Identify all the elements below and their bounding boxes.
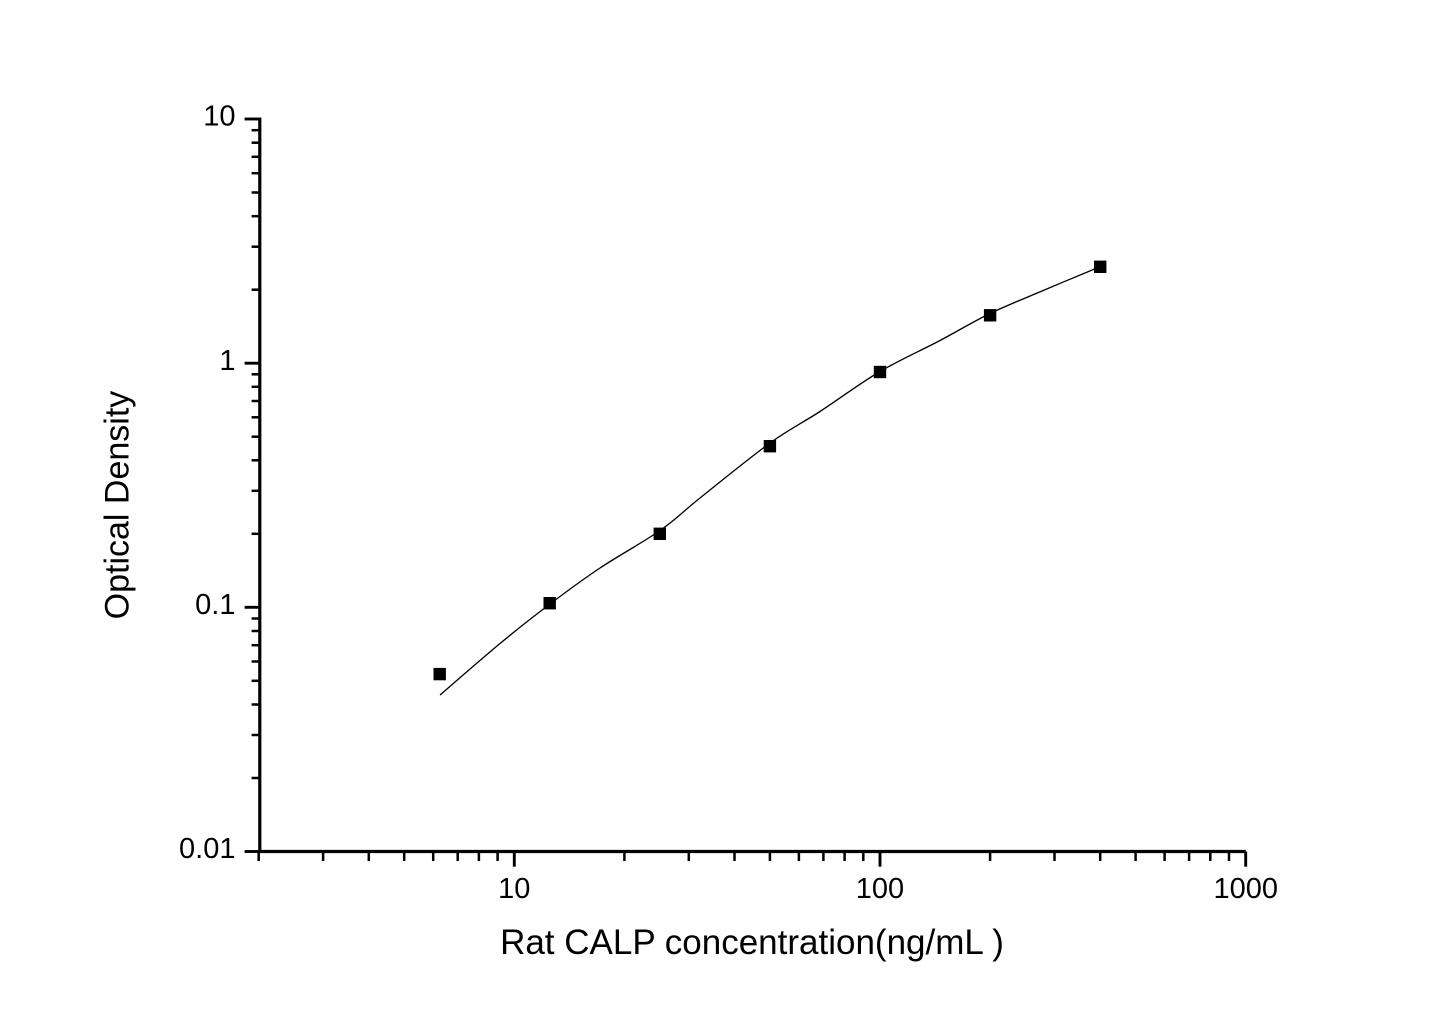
svg-text:1000: 1000 (1213, 873, 1278, 905)
svg-text:10: 10 (498, 873, 530, 905)
svg-text:Optical Density: Optical Density (99, 391, 137, 620)
svg-text:100: 100 (856, 873, 904, 905)
svg-text:0.1: 0.1 (195, 589, 235, 621)
svg-text:10: 10 (203, 101, 235, 133)
svg-text:1: 1 (219, 345, 235, 377)
svg-text:0.01: 0.01 (179, 833, 235, 865)
svg-text:Rat CALP concentration(ng/mL ): Rat CALP concentration(ng/mL ) (500, 923, 1004, 962)
